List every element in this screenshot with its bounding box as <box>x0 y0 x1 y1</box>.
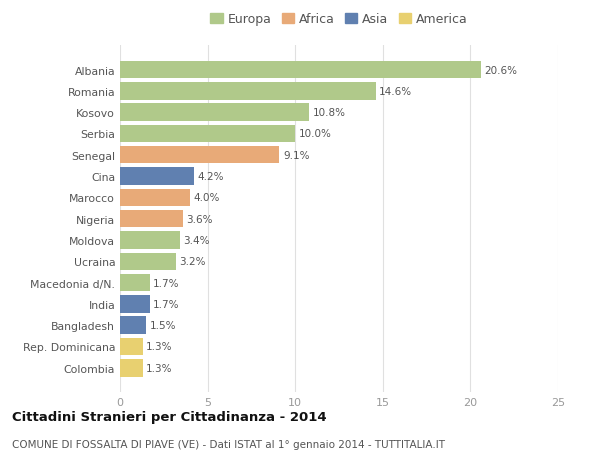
Bar <box>120 125 295 143</box>
Bar <box>120 168 194 185</box>
Bar <box>120 274 150 291</box>
Text: 14.6%: 14.6% <box>379 87 412 96</box>
Text: 1.7%: 1.7% <box>153 278 180 288</box>
Bar <box>120 189 190 207</box>
Bar <box>120 296 150 313</box>
Text: 4.2%: 4.2% <box>197 172 224 182</box>
Text: COMUNE DI FOSSALTA DI PIAVE (VE) - Dati ISTAT al 1° gennaio 2014 - TUTTITALIA.IT: COMUNE DI FOSSALTA DI PIAVE (VE) - Dati … <box>12 440 445 449</box>
Legend: Europa, Africa, Asia, America: Europa, Africa, Asia, America <box>208 11 470 28</box>
Text: 1.5%: 1.5% <box>150 320 176 330</box>
Text: Cittadini Stranieri per Cittadinanza - 2014: Cittadini Stranieri per Cittadinanza - 2… <box>12 410 326 423</box>
Bar <box>120 147 280 164</box>
Bar <box>120 211 183 228</box>
Text: 1.3%: 1.3% <box>146 342 173 352</box>
Text: 4.0%: 4.0% <box>194 193 220 203</box>
Text: 9.1%: 9.1% <box>283 151 310 160</box>
Bar <box>120 317 146 334</box>
Text: 10.8%: 10.8% <box>313 108 346 118</box>
Text: 3.2%: 3.2% <box>179 257 206 267</box>
Bar <box>120 232 179 249</box>
Text: 10.0%: 10.0% <box>299 129 332 139</box>
Bar <box>120 359 143 377</box>
Text: 3.4%: 3.4% <box>183 235 209 246</box>
Text: 3.6%: 3.6% <box>187 214 213 224</box>
Bar <box>120 62 481 79</box>
Bar <box>120 253 176 270</box>
Text: 1.3%: 1.3% <box>146 363 173 373</box>
Text: 1.7%: 1.7% <box>153 299 180 309</box>
Bar <box>120 104 309 122</box>
Text: 20.6%: 20.6% <box>484 65 517 75</box>
Bar <box>120 338 143 355</box>
Bar <box>120 83 376 101</box>
